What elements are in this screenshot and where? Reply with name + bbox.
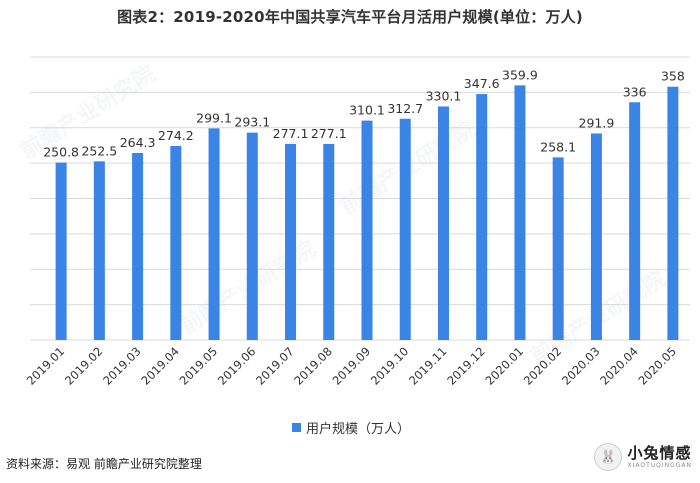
- value-label: 330.1: [426, 88, 462, 103]
- legend: 用户规模（万人）: [292, 418, 410, 437]
- x-tick-label: 2020.05: [635, 344, 679, 388]
- bar-2020.01: [514, 85, 526, 340]
- bar-2020.02: [552, 157, 564, 340]
- value-label: 359.9: [502, 67, 538, 82]
- x-tick-label: 2020.01: [483, 344, 527, 388]
- x-tick-label: 2020.03: [559, 344, 603, 388]
- x-tick-label: 2019.10: [368, 344, 412, 388]
- bar-2020.03: [590, 133, 602, 340]
- logo-name: 小兔情感: [627, 443, 692, 462]
- source-note: 资料来源：易观 前瞻产业研究院整理: [6, 457, 202, 471]
- x-tick-label: 2019.03: [100, 344, 144, 388]
- bar-2019.01: [55, 162, 67, 340]
- value-label: 277.1: [311, 126, 347, 141]
- value-label: 264.3: [120, 135, 156, 150]
- chart-title: 图表2：2019-2020年中国共享汽车平台月活用户规模(单位：万人): [117, 8, 583, 26]
- legend-swatch: [292, 423, 301, 432]
- bar-2019.03: [132, 153, 144, 340]
- x-tick-label: 2020.02: [521, 344, 565, 388]
- value-label: 310.1: [349, 103, 385, 118]
- bar-2019.06: [246, 132, 258, 340]
- bars: [55, 85, 679, 341]
- bar-2019.10: [399, 118, 411, 341]
- bar-2020.05: [667, 86, 679, 340]
- value-label: 291.9: [579, 115, 615, 130]
- value-label: 336: [623, 84, 647, 99]
- bar-2019.11: [437, 106, 449, 340]
- bar-2019.05: [208, 128, 220, 340]
- x-tick-label: 2019.01: [24, 344, 68, 388]
- bar-2019.02: [93, 161, 105, 340]
- bar-2019.04: [170, 146, 182, 340]
- bar-2019.12: [476, 94, 488, 340]
- bar-2020.04: [629, 102, 641, 340]
- x-tick-label: 2019.12: [444, 344, 488, 388]
- x-tick-label: 2019.05: [177, 344, 221, 388]
- brand-logo: 🐰 小兔情感 XIAOTUQINGGAN: [594, 443, 692, 471]
- x-tick-label: 2019.02: [62, 344, 106, 388]
- logo-sub: XIAOTUQINGGAN: [627, 461, 692, 469]
- value-label: 312.7: [387, 101, 423, 116]
- x-tick-label: 2019.09: [330, 344, 374, 388]
- value-label: 274.2: [158, 128, 194, 143]
- value-label: 250.8: [43, 145, 79, 160]
- legend-label: 用户规模（万人）: [306, 422, 411, 437]
- bar-2019.08: [323, 143, 335, 340]
- bar-2019.09: [361, 120, 373, 340]
- x-tick-label: 2020.04: [597, 344, 641, 388]
- value-label: 252.5: [81, 143, 117, 158]
- value-label: 347.6: [464, 76, 500, 91]
- gridlines: [30, 56, 690, 341]
- x-tick-labels: 2019.012019.022019.032019.042019.052019.…: [24, 344, 679, 388]
- value-label: 299.1: [196, 110, 232, 125]
- x-tick-label: 2019.06: [215, 344, 259, 388]
- value-label: 277.1: [273, 126, 309, 141]
- x-tick-label: 2019.07: [253, 344, 297, 388]
- rabbit-icon: 🐰: [594, 443, 623, 471]
- bar-2019.07: [285, 143, 297, 340]
- x-tick-label: 2019.11: [406, 344, 450, 388]
- x-tick-label: 2019.08: [291, 344, 335, 388]
- value-label: 258.1: [540, 139, 576, 154]
- x-tick-label: 2019.04: [138, 344, 182, 388]
- value-label: 293.1: [234, 115, 270, 130]
- value-label: 358: [661, 69, 685, 84]
